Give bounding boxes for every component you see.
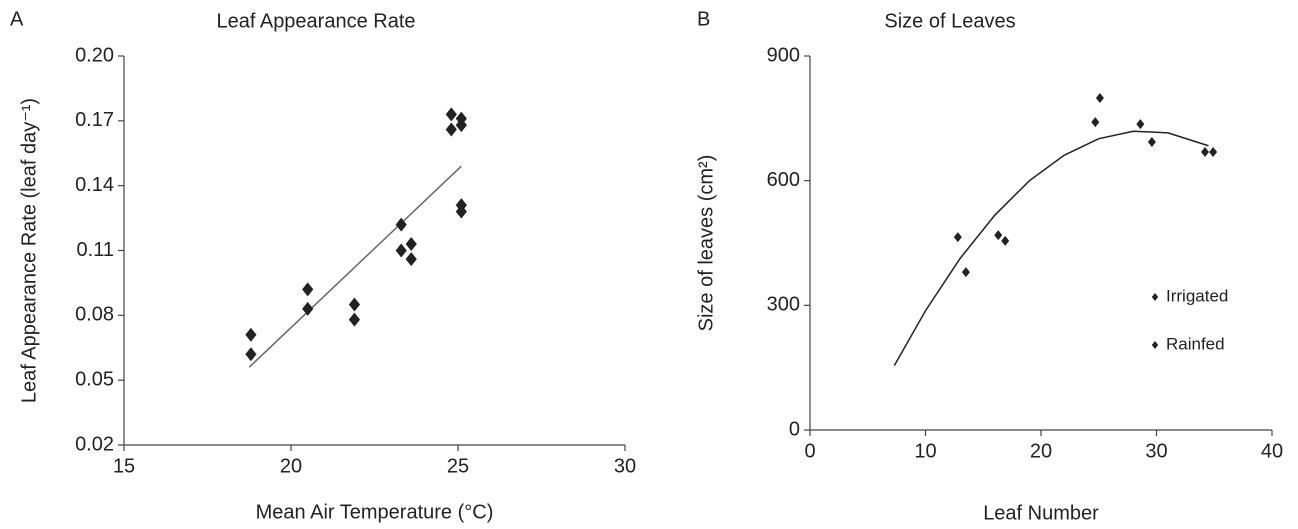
point [405,237,417,252]
x-tick-label: 40 [1261,440,1283,462]
y-tick-label: 600 [767,169,800,191]
point [455,204,467,219]
point [1209,146,1218,157]
x-axis-label: Leaf Number [983,502,1099,524]
chart-title: Size of Leaves [884,10,1015,32]
y-tick-label: 300 [767,294,800,316]
point [245,347,257,362]
x-axis-label: Mean Air Temperature (°C) [256,501,494,523]
chart-title: Leaf Appearance Rate [216,10,415,32]
x-tick-label: 20 [1030,440,1052,462]
point [1001,235,1010,246]
legend-label: Rainfed [1166,334,1225,353]
point [1147,137,1156,148]
y-tick-label: 0.08 [75,304,114,326]
x-tick-label: 30 [614,455,636,477]
x-tick-label: 0 [804,440,815,462]
x-tick-label: 30 [1145,440,1167,462]
trend-line [248,165,462,368]
y-tick-label: 900 [767,44,800,66]
point [302,301,314,316]
trend-line [893,130,1209,366]
point [455,118,467,133]
x-tick-label: 15 [113,455,135,477]
panel-label: A [10,8,24,30]
point [245,327,257,342]
y-axis-label: Leaf Appearance Rate (leaf day⁻¹) [18,98,40,403]
y-tick-label: 0.17 [75,109,114,131]
y-tick-label: 0 [789,418,800,440]
point [994,230,1003,241]
y-tick-label: 0.11 [77,239,114,261]
y-tick-label: 0.20 [75,44,114,66]
point [348,297,361,312]
x-tick-label: 20 [280,455,302,477]
point [1091,117,1100,128]
x-tick-label: 25 [447,455,469,477]
point [395,217,407,232]
point [1201,146,1210,157]
point [395,243,407,258]
legend-label: Irrigated [1166,286,1228,305]
point [953,232,962,243]
x-tick-label: 10 [914,440,936,462]
y-tick-label: 0.05 [75,368,114,390]
legend-marker [1151,293,1159,301]
point [961,267,970,278]
panel-label: B [697,8,710,30]
legend-marker [1151,341,1159,349]
point [405,252,417,267]
y-tick-label: 0.02 [75,433,114,455]
point [302,282,314,297]
point [1095,92,1104,103]
y-axis-label: Size of leaves (cm²) [695,155,717,332]
y-tick-label: 0.14 [75,174,114,196]
point [445,122,457,137]
point [348,312,361,327]
point [1136,119,1145,130]
point [445,107,457,122]
